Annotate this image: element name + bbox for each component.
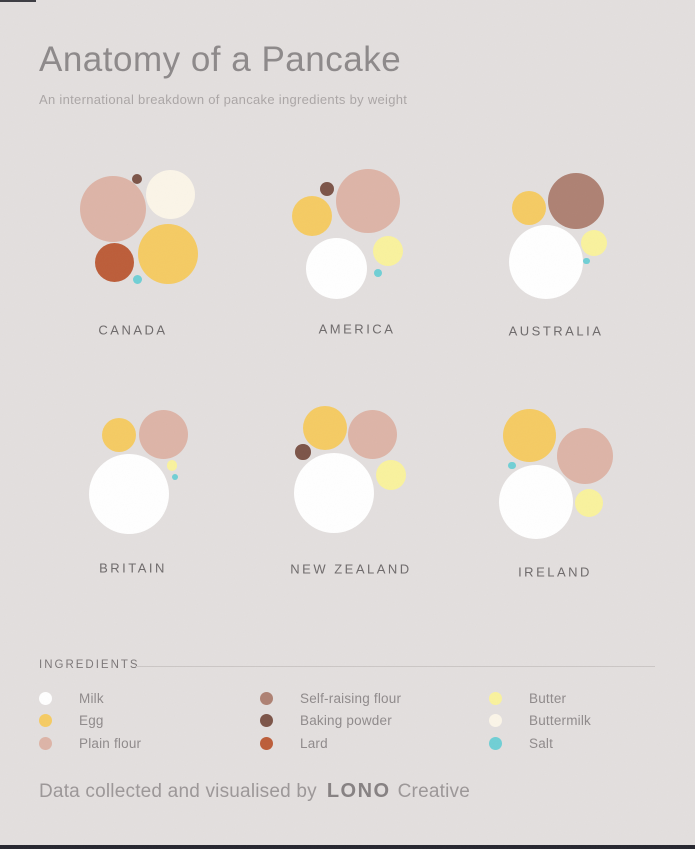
legend-item-buttermilk: Buttermilk — [489, 710, 591, 733]
bubble-australia-butter — [580, 230, 607, 256]
legend-column-1: Milk Egg Plain flour — [39, 687, 141, 755]
self-raising-flour-swatch-icon — [260, 691, 273, 705]
lono-logo: LONO — [326, 780, 391, 802]
bubble-ireland-plain_flour — [557, 427, 613, 484]
legend-item-butter: Butter — [489, 687, 591, 710]
egg-swatch-icon — [39, 714, 52, 728]
country-label-new_zealand: NEW ZEALAND — [290, 561, 412, 577]
bubble-new_zealand-milk — [294, 453, 374, 533]
bubble-canada-lard — [94, 242, 134, 282]
legend-column-3: Butter Buttermilk Salt — [489, 687, 591, 755]
bubble-america-baking_powder — [320, 182, 334, 196]
bubble-australia-salt — [583, 257, 590, 265]
country-label-australia: AUSTRALIA — [508, 323, 604, 339]
bubble-ireland-salt — [508, 461, 516, 470]
bubble-australia-egg — [512, 191, 546, 225]
bubble-australia-milk — [508, 225, 583, 299]
legend-item-plain-flour: Plain flour — [39, 732, 141, 755]
lard-swatch-icon — [260, 736, 273, 750]
legend-item-milk: Milk — [39, 687, 141, 710]
bubble-britain-plain_flour — [138, 409, 188, 459]
legend-column-2: Self-raising flour Baking powder Lard — [260, 687, 401, 755]
footer-credit: Data collected and visualised by LONO Cr… — [39, 780, 470, 803]
footer-credit-text: Data collected and visualised by — [39, 781, 317, 802]
bubble-new_zealand-plain_flour — [347, 409, 398, 460]
legend-label: Plain flour — [79, 735, 142, 751]
bubble-new_zealand-butter — [376, 460, 406, 490]
country-label-canada: CANADA — [98, 322, 168, 338]
bottom-edge-bar — [0, 845, 695, 849]
legend-label: Salt — [529, 735, 554, 751]
bubble-britain-butter — [166, 460, 178, 471]
bubble-britain-egg — [101, 418, 136, 452]
salt-swatch-icon — [489, 736, 502, 750]
legend-label: Lard — [300, 735, 328, 751]
country-label-britain: BRITAIN — [99, 560, 167, 576]
bubble-canada-buttermilk — [146, 170, 195, 220]
bubble-america-salt — [374, 268, 382, 277]
legend-heading: INGREDIENTS — [39, 659, 140, 671]
bubble-america-butter — [372, 236, 403, 266]
bubble-new_zealand-baking_powder — [295, 444, 311, 460]
country-label-america: AMERICA — [318, 321, 396, 337]
legend-label: Buttermilk — [529, 713, 592, 729]
plain-flour-swatch-icon — [39, 736, 52, 750]
legend-item-salt: Salt — [489, 732, 591, 755]
legend-label: Self-raising flour — [300, 690, 402, 706]
bubble-ireland-milk — [499, 465, 573, 539]
legend-divider-line — [136, 666, 655, 667]
bubble-america-egg — [292, 195, 332, 236]
bubble-britain-salt — [171, 473, 178, 480]
butter-swatch-icon — [489, 691, 502, 705]
bubble-britain-milk — [89, 454, 169, 534]
bubble-ireland-butter — [574, 488, 603, 517]
country-label-ireland: IRELAND — [518, 564, 592, 580]
legend-item-egg: Egg — [39, 710, 141, 733]
legend-label: Milk — [79, 690, 104, 706]
bubble-canada-plain_flour — [80, 176, 146, 242]
legend-label: Egg — [79, 713, 104, 729]
bubble-new_zealand-egg — [303, 406, 347, 450]
bubble-canada-salt — [132, 275, 142, 284]
bubble-america-milk — [305, 237, 367, 299]
legend-item-lard: Lard — [260, 732, 401, 755]
legend-item-self-raising-flour: Self-raising flour — [260, 687, 401, 710]
top-edge-dash — [0, 0, 36, 2]
baking-powder-swatch-icon — [260, 714, 273, 728]
legend-item-baking-powder: Baking powder — [260, 710, 401, 733]
bubble-canada-baking_powder — [132, 174, 142, 184]
legend-label: Butter — [529, 690, 567, 706]
bubble-ireland-egg — [502, 409, 556, 462]
milk-swatch-icon — [39, 691, 52, 705]
buttermilk-swatch-icon — [489, 714, 502, 728]
footer-brand-suffix: Creative — [397, 781, 470, 802]
legend-label: Baking powder — [300, 713, 392, 729]
bubble-australia-self_raising_flour — [548, 173, 604, 229]
bubble-america-plain_flour — [335, 169, 400, 233]
bubble-canada-egg — [138, 223, 198, 284]
